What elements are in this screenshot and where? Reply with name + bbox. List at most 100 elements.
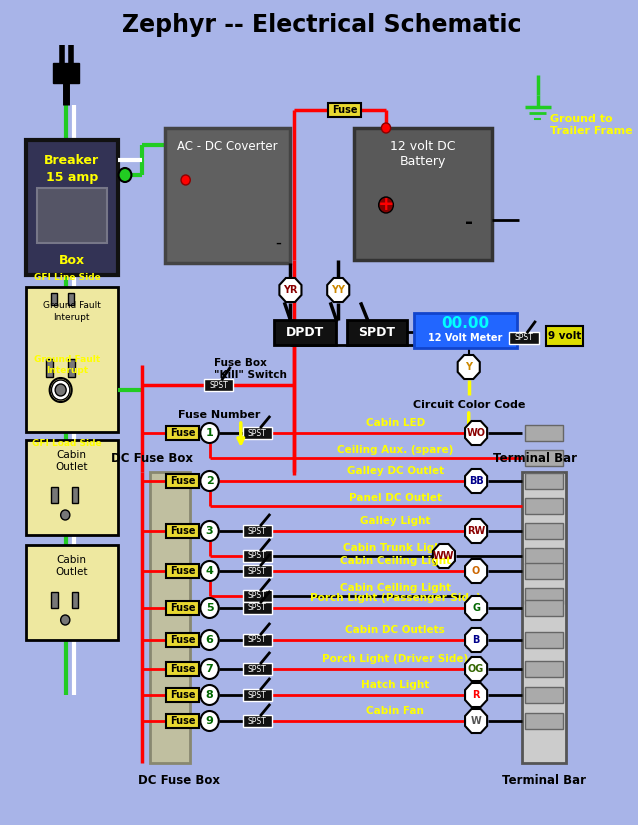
Circle shape [119,168,131,182]
Circle shape [52,380,70,400]
Bar [52,592,58,608]
Bar [525,548,563,564]
Text: WW: WW [433,551,455,561]
Bar [37,188,107,243]
Text: Trailer Frame: Trailer Frame [549,126,632,136]
Bar [525,425,563,441]
Text: Cabin: Cabin [57,450,87,460]
Bar [54,63,79,83]
Circle shape [382,123,390,133]
Text: 6: 6 [205,635,214,645]
Text: 12 Volt Meter: 12 Volt Meter [428,333,502,343]
Text: SPST: SPST [248,428,267,437]
Bar [525,687,563,703]
Text: YY: YY [331,285,345,295]
Text: AC - DC Coverter: AC - DC Coverter [177,139,278,153]
Bar [71,487,78,503]
Bar [525,600,563,616]
Bar [167,474,200,488]
Bar [354,128,492,260]
Circle shape [200,630,219,650]
Bar [525,450,563,466]
Circle shape [200,659,219,679]
Text: Galley DC Outlet: Galley DC Outlet [346,466,444,476]
Text: SPST: SPST [248,691,267,700]
Circle shape [181,175,190,185]
Text: SPST: SPST [248,604,267,612]
Bar [68,359,75,377]
Text: O: O [472,566,480,576]
Text: Fuse: Fuse [170,428,196,438]
Text: SPST: SPST [248,551,267,560]
Bar [525,713,563,729]
Text: 5: 5 [205,603,213,613]
Bar [509,332,538,344]
Bar [242,590,272,602]
Text: Cabin Ceiling Light: Cabin Ceiling Light [339,583,451,593]
Text: RW: RW [467,526,486,536]
Text: W: W [471,716,482,726]
Text: Galley Light: Galley Light [360,516,431,526]
Bar [242,602,272,614]
Text: B: B [472,635,480,645]
Bar [242,715,272,727]
Text: Y: Y [465,362,472,372]
Text: Ground to: Ground to [549,114,612,124]
Bar [46,359,54,377]
Text: OG: OG [468,664,484,674]
Text: Ground Fault: Ground Fault [43,300,101,309]
Circle shape [55,384,66,396]
Text: Fuse: Fuse [332,105,357,115]
Text: 12 volt DC: 12 volt DC [390,139,456,153]
Polygon shape [279,278,302,302]
Circle shape [61,615,70,625]
Bar [525,523,563,539]
Text: SPST: SPST [248,716,267,725]
Text: Cabin Ceiling Light: Cabin Ceiling Light [339,556,451,566]
Bar [71,592,78,608]
Text: Fuse Box: Fuse Box [214,358,267,368]
Bar [167,662,200,676]
Bar [26,440,117,535]
Bar [26,545,117,640]
Bar [242,634,272,646]
Text: SPST: SPST [248,567,267,576]
Text: Breaker: Breaker [44,153,100,167]
Text: Zephyr -- Electrical Schematic: Zephyr -- Electrical Schematic [122,13,521,37]
Text: GFI Load Side: GFI Load Side [33,439,102,447]
Text: Fuse: Fuse [170,566,196,576]
Text: Outlet: Outlet [56,567,88,577]
Bar [546,326,582,346]
Bar [242,689,272,701]
Text: BB: BB [469,476,484,486]
Text: 1: 1 [205,428,214,438]
Text: Terminal Bar: Terminal Bar [502,774,586,786]
Circle shape [200,423,219,443]
Text: 15 amp: 15 amp [45,172,98,185]
Text: Cabin LED: Cabin LED [366,418,425,428]
Text: WO: WO [466,428,486,438]
Bar [525,473,563,489]
Bar [522,472,566,763]
Bar [525,632,563,648]
Text: Interupt: Interupt [54,313,90,322]
Bar [242,427,272,439]
Polygon shape [465,683,487,707]
Text: Cabin: Cabin [57,555,87,565]
Text: Panel DC Outlet: Panel DC Outlet [349,493,441,503]
Text: -: - [276,234,281,252]
Text: R: R [472,690,480,700]
Text: SPST: SPST [248,664,267,673]
Bar [525,588,563,604]
Text: Box: Box [59,253,85,266]
Bar [167,564,200,578]
Polygon shape [433,544,455,568]
Text: DC Fuse Box: DC Fuse Box [110,451,193,464]
Polygon shape [465,469,487,493]
Circle shape [200,598,219,618]
Circle shape [200,471,219,491]
Text: Cabin Trunk Light: Cabin Trunk Light [343,543,447,553]
Circle shape [379,197,394,213]
Text: SPDT: SPDT [359,327,396,340]
Text: YR: YR [283,285,298,295]
